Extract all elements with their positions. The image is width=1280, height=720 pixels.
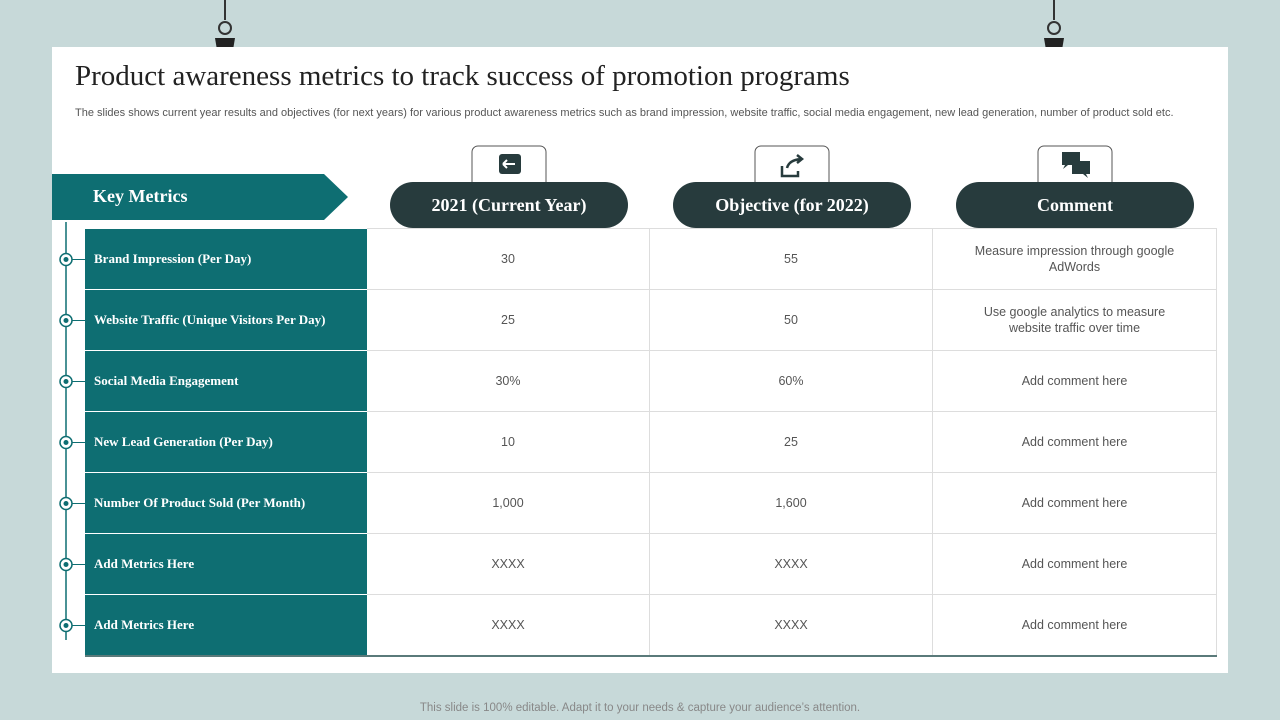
metric-name: Add Metrics Here	[85, 534, 367, 595]
table-cell: Use google analytics to measure website …	[933, 290, 1217, 351]
table-cell: 25	[367, 290, 650, 351]
table-cell: XXXX	[650, 595, 933, 656]
cell-text: 1,600	[775, 496, 807, 510]
cell-text: 50	[784, 313, 798, 327]
cell-text: Use google analytics to measure website …	[983, 305, 1166, 335]
table-cell: 30	[367, 229, 650, 290]
cell-text: Social Media Engagement	[94, 373, 239, 388]
table-bottom-border	[85, 655, 1217, 657]
table-cell: 1,000	[367, 473, 650, 534]
cell-text: XXXX	[774, 618, 808, 632]
table-cell: 25	[650, 412, 933, 473]
column-header: 2021 (Current Year)	[390, 182, 628, 228]
cell-text: Website Traffic (Unique Visitors Per Day…	[94, 312, 326, 327]
table-cell: Add comment here	[933, 595, 1217, 656]
metric-name: Add Metrics Here	[85, 595, 367, 656]
metric-name: Social Media Engagement	[85, 351, 367, 412]
table-cell: XXXX	[367, 595, 650, 656]
cell-text: 25	[784, 435, 798, 449]
table-cell: Add comment here	[933, 473, 1217, 534]
cell-text: Add Metrics Here	[94, 556, 195, 571]
timeline-dot-center	[63, 562, 69, 567]
table-cell: 50	[650, 290, 933, 351]
table-cell: Measure impression through google AdWord…	[933, 229, 1217, 290]
table-cell: 60%	[650, 351, 933, 412]
table-top-border	[367, 228, 1217, 229]
cell-text: Add comment here	[1021, 435, 1128, 449]
metric-name: Brand Impression (Per Day)	[85, 229, 367, 290]
key-label: Key Metrics	[93, 186, 188, 206]
table-cell: Add comment here	[933, 412, 1217, 473]
timeline-dot-center	[63, 379, 69, 384]
cell-text: 55	[784, 252, 798, 266]
timeline-dot-center	[63, 257, 69, 262]
timeline-dot-center	[63, 440, 69, 445]
column-header: Objective (for 2022)	[673, 182, 911, 228]
subtitle: The slides shows current year results an…	[75, 107, 1174, 119]
cell-text: Add comment here	[1021, 557, 1128, 571]
table-cell: 10	[367, 412, 650, 473]
table-cell: Add comment here	[933, 351, 1217, 412]
cell-text: Add comment here	[1021, 618, 1128, 632]
cell-text: Brand Impression (Per Day)	[94, 251, 252, 266]
key-banner	[52, 174, 348, 220]
cell-text: Add comment here	[1021, 496, 1128, 510]
cell-text: Number Of Product Sold (Per Month)	[94, 495, 306, 510]
column-header: Comment	[956, 182, 1194, 228]
footer: This slide is 100% editable. Adapt it to…	[419, 702, 861, 714]
cell-text: Add comment here	[1021, 374, 1128, 388]
cell-text: Measure impression through google AdWord…	[974, 244, 1175, 274]
icon-box	[1037, 145, 1113, 182]
timeline-dot-center	[63, 501, 69, 506]
metric-name: Number Of Product Sold (Per Month)	[85, 473, 367, 534]
timeline-dot-center	[63, 623, 69, 628]
cell-text: 1,000	[492, 496, 524, 510]
metric-name: New Lead Generation (Per Day)	[85, 412, 367, 473]
cell-text: Add Metrics Here	[94, 617, 195, 632]
cell-text: XXXX	[491, 618, 525, 632]
metric-name: Website Traffic (Unique Visitors Per Day…	[85, 290, 367, 351]
cell-text: XXXX	[774, 557, 808, 571]
title: Product awareness metrics to track succe…	[75, 60, 850, 92]
table-cell: 1,600	[650, 473, 933, 534]
icon-box	[754, 145, 830, 182]
table-cell: XXXX	[650, 534, 933, 595]
table-cell: XXXX	[367, 534, 650, 595]
table-cell: 30%	[367, 351, 650, 412]
icon-box	[471, 145, 547, 182]
table-cell: Add comment here	[933, 534, 1217, 595]
cell-text: 25	[501, 313, 515, 327]
cell-text: 10	[501, 435, 515, 449]
cell-text: New Lead Generation (Per Day)	[94, 434, 273, 449]
table-cell: 55	[650, 229, 933, 290]
cell-text: 30	[501, 252, 515, 266]
cell-text: 30%	[495, 374, 521, 388]
timeline-dot-center	[63, 318, 69, 323]
cell-text: XXXX	[491, 557, 525, 571]
cell-text: 60%	[778, 374, 804, 388]
